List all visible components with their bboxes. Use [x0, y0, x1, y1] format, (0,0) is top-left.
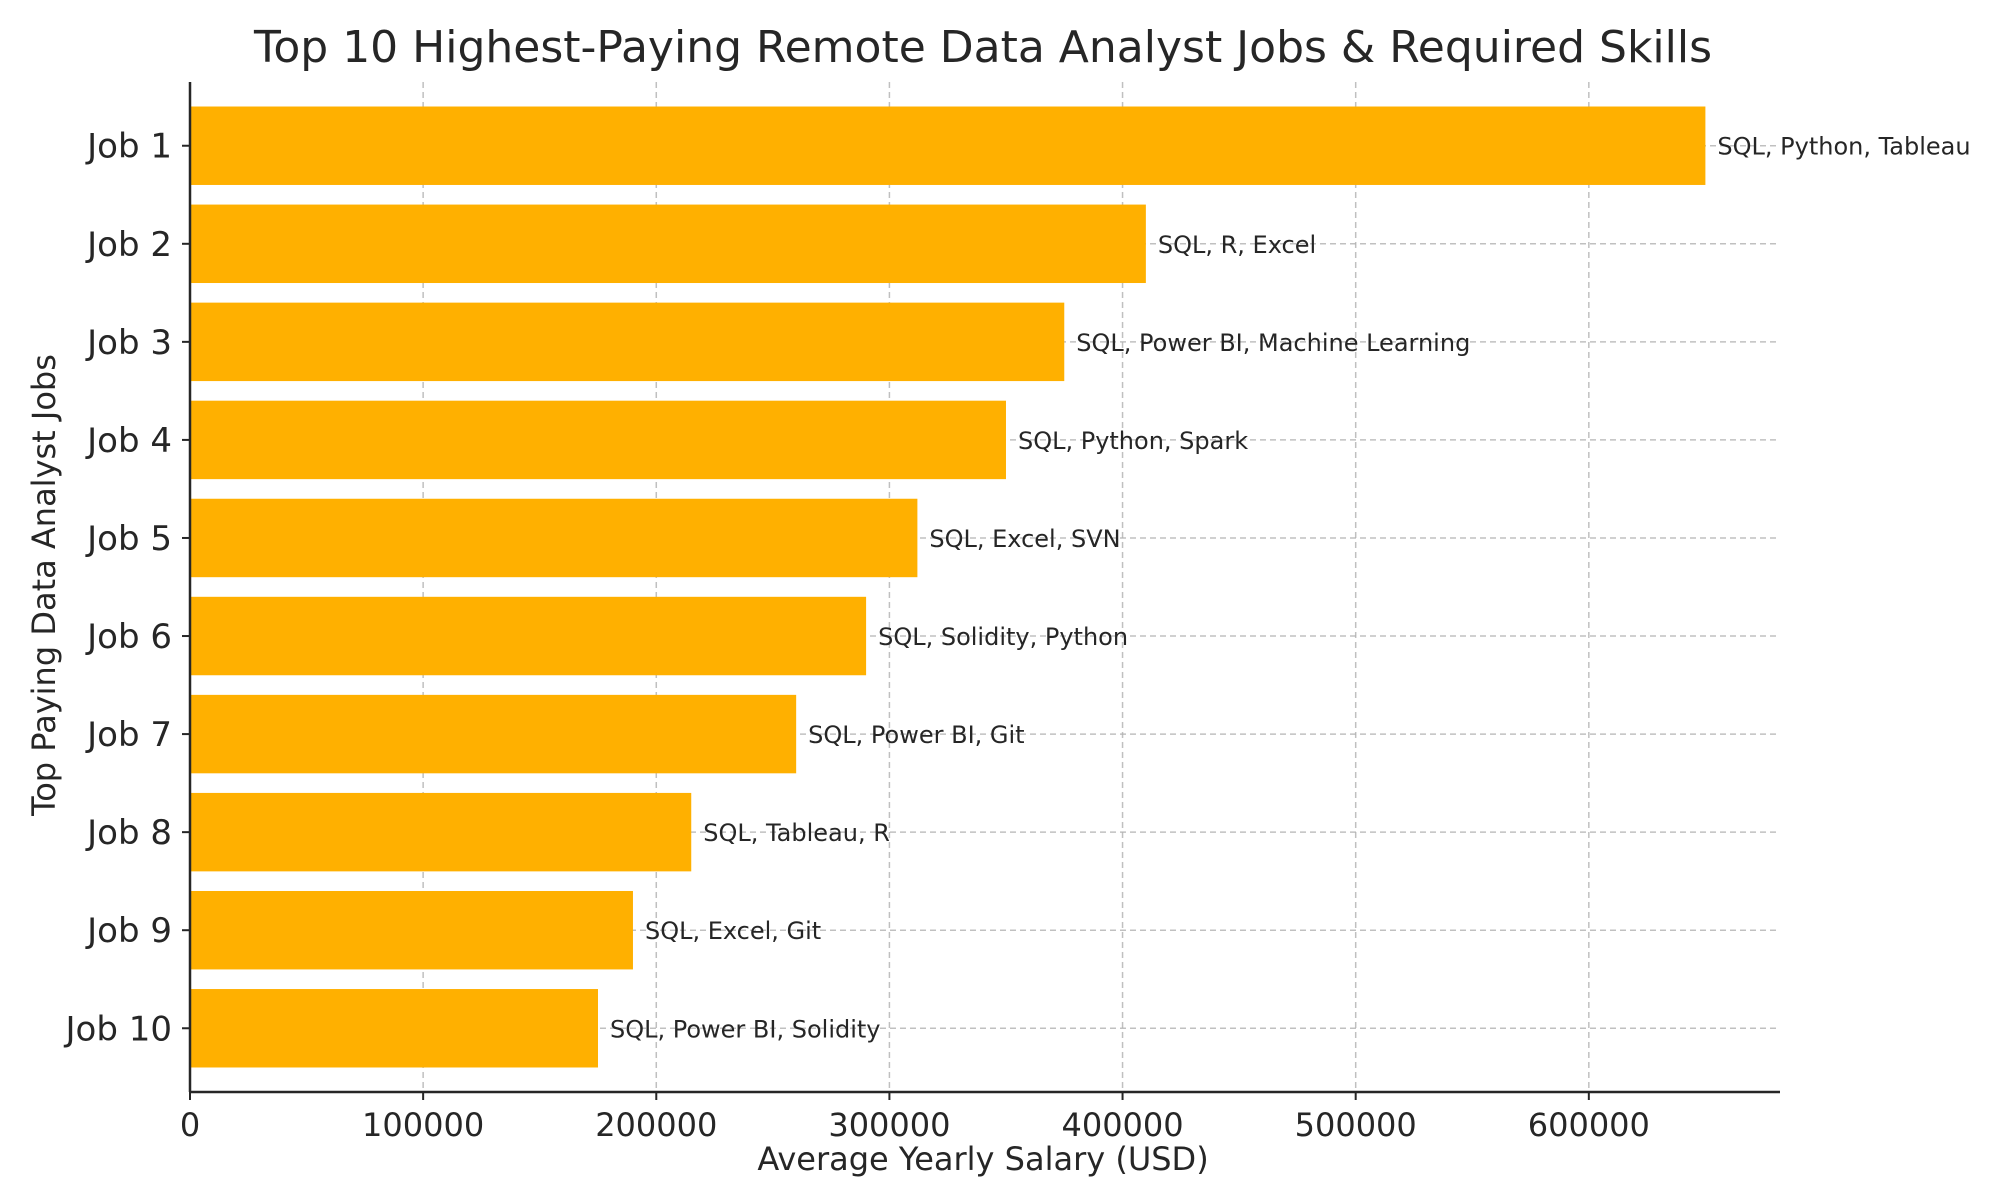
bar-job-2	[190, 204, 1146, 284]
bar-annotation: SQL, Power BI, Machine Learning	[1076, 329, 1470, 357]
bar-job-9	[190, 890, 633, 970]
x-tick-label: 0	[180, 1106, 200, 1144]
x-tick-label: 600000	[1528, 1106, 1650, 1144]
y-tick-label: Job 8	[85, 813, 172, 853]
bar-annotation: SQL, Python, Spark	[1018, 427, 1248, 455]
bar-annotation: SQL, Excel, Git	[645, 917, 821, 945]
bars	[190, 106, 1706, 1068]
y-tick-labels: Job 1 Job 2 Job 3 Job 4 Job 5 Job 6 Job 7 Job 8…	[64, 127, 172, 1050]
x-tick-label: 500000	[1295, 1106, 1417, 1144]
chart-title: Top 10 Highest-Paying Remote Data Analys…	[253, 22, 1712, 73]
x-tick-label: 300000	[828, 1106, 950, 1144]
x-tick-label: 100000	[362, 1106, 484, 1144]
y-tick-label: Job 3	[85, 323, 172, 363]
y-tick-label: Job 2	[85, 225, 172, 265]
y-tick-label: Job 6	[85, 617, 172, 657]
y-tick-label: Job 1	[85, 127, 172, 167]
bar-job-4	[190, 400, 1006, 480]
bar-job-10	[190, 989, 598, 1068]
bar-job-7	[190, 694, 797, 774]
y-tick-label: Job 7	[85, 715, 172, 755]
bar-annotation: SQL, Excel, SVN	[929, 525, 1120, 553]
bar-annotation: SQL, Power BI, Solidity	[610, 1015, 881, 1043]
bar-job-8	[190, 792, 692, 872]
x-tick-label: 400000	[1061, 1106, 1183, 1144]
x-tick-labels: 0 100000 200000 300000 400000 500000 600000	[180, 1106, 1650, 1144]
bar-job-5	[190, 498, 918, 578]
bar-annotations: SQL, Python, Tableau SQL, R, Excel SQL, Po…	[610, 133, 1971, 1044]
y-tick-label: Job 5	[85, 519, 172, 559]
bar-annotation: SQL, Solidity, Python	[878, 623, 1128, 651]
bar-job-6	[190, 596, 867, 676]
x-tick-label: 200000	[595, 1106, 717, 1144]
bar-job-1	[190, 106, 1706, 185]
y-axis-label: Top Paying Data Analyst Jobs	[25, 354, 63, 817]
x-axis-label: Average Yearly Salary (USD)	[757, 1140, 1208, 1178]
y-tick-label: Job 9	[85, 911, 172, 951]
bar-annotation: SQL, R, Excel	[1158, 231, 1316, 259]
bar-job-3	[190, 302, 1065, 382]
y-tick-label: Job 10	[64, 1009, 172, 1049]
bar-annotation: SQL, Power BI, Git	[808, 721, 1024, 749]
axes	[182, 82, 1780, 1100]
bar-annotation: SQL, Tableau, R	[703, 819, 890, 847]
bar-annotation: SQL, Python, Tableau	[1717, 133, 1970, 161]
y-tick-label: Job 4	[85, 421, 172, 461]
